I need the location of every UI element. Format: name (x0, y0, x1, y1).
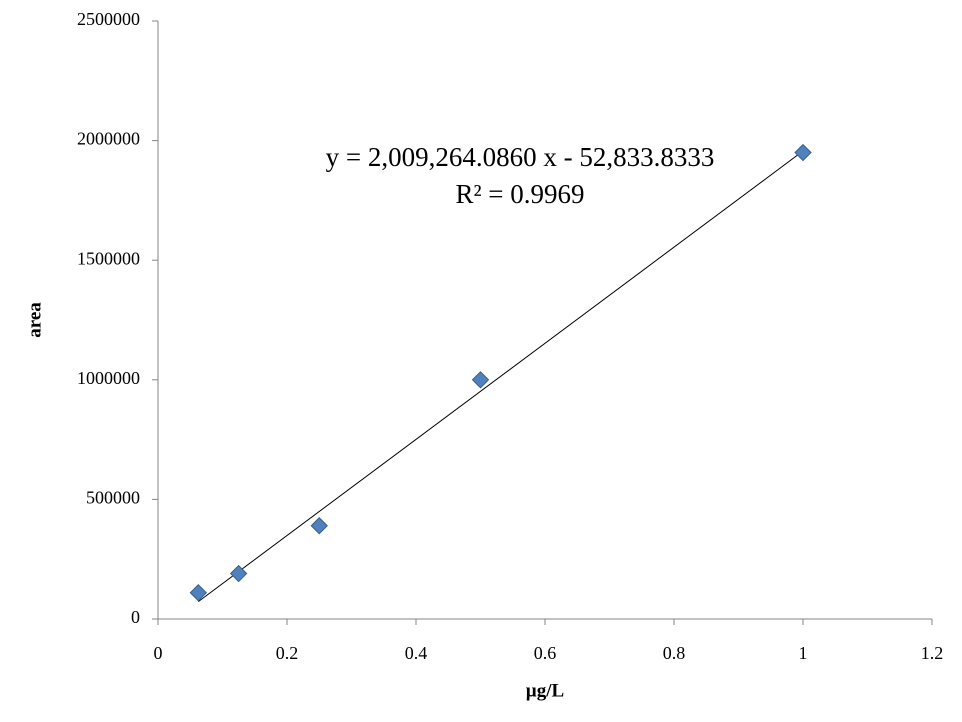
x-tick-label: 1 (799, 643, 808, 663)
y-axis-label: area (24, 302, 45, 338)
y-tick-label: 1000000 (77, 368, 140, 388)
trendline-equation: y = 2,009,264.0860 x - 52,833.8333 (326, 142, 715, 172)
data-point (189, 583, 208, 602)
trendline (198, 150, 804, 603)
data-point (229, 564, 248, 583)
y-tick-label: 2000000 (77, 129, 140, 149)
x-tick-label: 0.8 (663, 643, 686, 663)
x-axis-label: µg/L (526, 680, 564, 701)
x-tick-label: 0.6 (534, 643, 557, 663)
x-tick-label: 0 (154, 643, 163, 663)
x-tick-label: 0.2 (276, 643, 299, 663)
data-point (794, 143, 812, 162)
x-tick-label: 0.4 (405, 643, 428, 663)
r-squared: R² = 0.9969 (455, 179, 584, 209)
y-tick-label: 1500000 (77, 248, 140, 268)
x-tick-label: 1.2 (921, 643, 944, 663)
y-tick-label: 0 (131, 607, 140, 627)
y-tick-label: 500000 (86, 488, 140, 508)
data-point (471, 371, 490, 389)
data-point (310, 517, 328, 535)
y-tick-label: 2500000 (77, 9, 140, 29)
